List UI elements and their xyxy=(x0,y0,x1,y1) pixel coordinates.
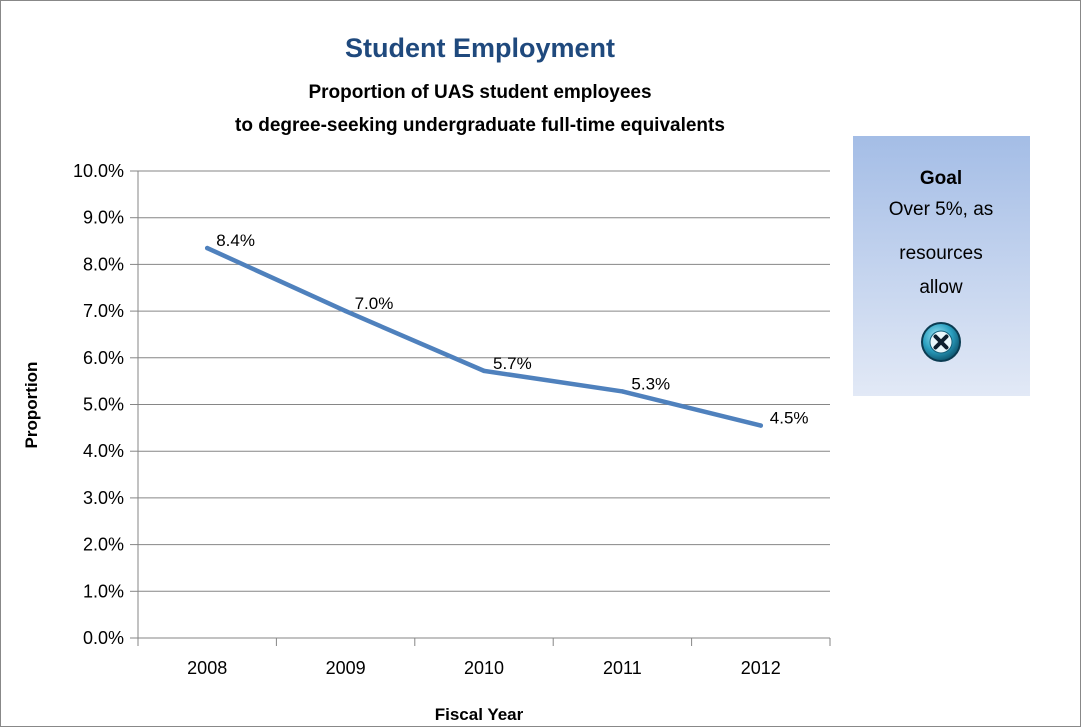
goal-box: Goal Over 5%, as resources allow xyxy=(853,136,1030,396)
data-point xyxy=(481,368,487,374)
data-label: 7.0% xyxy=(355,294,394,313)
x-tick-label: 2009 xyxy=(326,658,366,678)
y-tick-label: 2.0% xyxy=(83,535,124,555)
y-tick-label: 0.0% xyxy=(83,628,124,648)
y-tick-label: 6.0% xyxy=(83,348,124,368)
data-point xyxy=(758,423,763,428)
chart-subtitle-line-1: Proportion of UAS student employees xyxy=(308,82,651,103)
y-tick-label: 10.0% xyxy=(73,161,124,181)
data-point xyxy=(205,245,210,251)
y-tick-label: 3.0% xyxy=(83,488,124,508)
y-axis-tick-labels: 0.0% 1.0% 2.0% 3.0% 4.0% 5.0% 6.0% 7.0% 8.0% 9.0%… xyxy=(73,161,124,648)
axes xyxy=(130,170,831,646)
chart-subtitle-line-2: to degree-seeking undergraduate full-tim… xyxy=(235,115,725,136)
goal-line-1: Over 5%, as xyxy=(889,199,994,220)
chart-title: Student Employment xyxy=(345,33,615,63)
y-tick-label: 4.0% xyxy=(83,441,124,461)
goal-line-3: allow xyxy=(919,277,963,298)
data-label: 4.5% xyxy=(770,409,809,428)
x-tick-label: 2012 xyxy=(741,658,781,678)
goal-heading: Goal xyxy=(920,168,962,189)
data-point xyxy=(343,308,348,314)
x-circle-icon xyxy=(921,322,961,362)
goal-line-2: resources xyxy=(899,243,982,264)
y-tick-label: 5.0% xyxy=(83,395,124,415)
data-point xyxy=(620,389,625,394)
y-tick-label: 7.0% xyxy=(83,301,124,321)
gridlines xyxy=(138,170,830,592)
x-axis-title: Fiscal Year xyxy=(435,705,524,724)
y-tick-label: 9.0% xyxy=(83,208,124,228)
series-layer xyxy=(204,245,764,428)
y-tick-label: 1.0% xyxy=(83,581,124,601)
series-line xyxy=(204,245,764,428)
x-tick-label: 2008 xyxy=(187,658,227,678)
data-label: 8.4% xyxy=(216,231,255,250)
data-label: 5.7% xyxy=(493,354,532,373)
data-label: 5.3% xyxy=(631,374,670,393)
data-labels: 8.4% 7.0% 5.7% 5.3% 4.5% xyxy=(216,231,808,427)
x-axis-tick-labels: 2008 2009 2010 2011 2012 xyxy=(187,658,781,678)
y-tick-label: 8.0% xyxy=(83,254,124,274)
y-axis-title: Proportion xyxy=(22,362,41,449)
x-tick-label: 2011 xyxy=(603,658,642,678)
x-tick-label: 2010 xyxy=(464,658,504,678)
